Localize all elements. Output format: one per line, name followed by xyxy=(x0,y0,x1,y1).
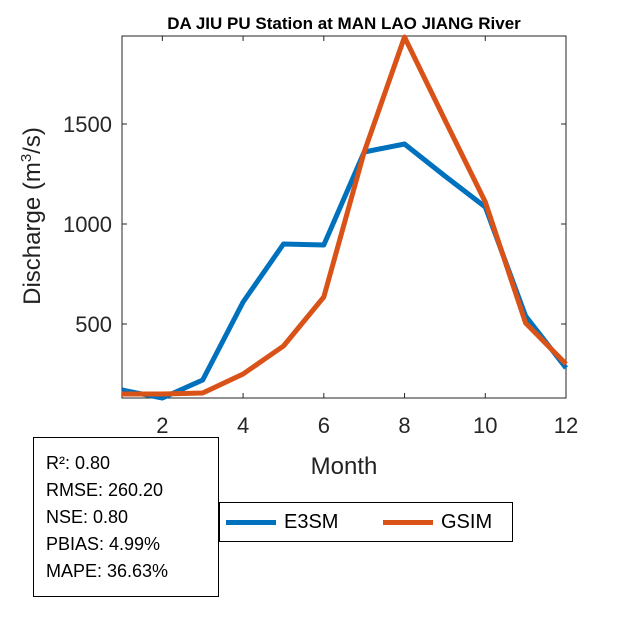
y-tick-label: 500 xyxy=(75,312,112,337)
legend-swatch-gsim xyxy=(383,519,433,525)
legend-swatch-e3sm xyxy=(226,519,276,525)
x-tick-label: 6 xyxy=(318,413,330,438)
stats-rmse: RMSE: 260.20 xyxy=(46,480,164,500)
y-axis-label-base: Discharge (m xyxy=(19,162,46,305)
legend: E3SM GSIM xyxy=(219,502,513,542)
legend-entry-e3sm: E3SM xyxy=(226,503,338,541)
y-axis-label: Discharge (m3/s) xyxy=(18,127,46,305)
legend-label-e3sm: E3SM xyxy=(284,510,339,533)
stats-mape: MAPE: 36.63% xyxy=(46,561,169,581)
x-tick-label: 10 xyxy=(473,413,497,438)
series-line-gsim xyxy=(122,34,568,397)
stats-r2: R²: 0.80 xyxy=(46,453,111,473)
x-tick-label: 2 xyxy=(156,413,168,438)
x-tick-label: 8 xyxy=(398,413,410,438)
y-axis-label-superscript: 3 xyxy=(18,154,35,162)
chart-title: DA JIU PU Station at MAN LAO JIANG River xyxy=(167,14,521,33)
x-tick-label: 12 xyxy=(554,413,578,438)
legend-entry-gsim: GSIM xyxy=(383,503,492,541)
stats-box: R²: 0.80 RMSE: 260.20 NSE: 0.80 PBIAS: 4… xyxy=(33,437,219,597)
y-axis-label-tail: /s) xyxy=(19,127,46,154)
stats-nse: NSE: 0.80 xyxy=(46,507,129,527)
stats-pbias: PBIAS: 4.99% xyxy=(46,534,161,554)
legend-label-gsim: GSIM xyxy=(441,510,493,533)
x-tick-label: 4 xyxy=(237,413,249,438)
y-tick-label: 1500 xyxy=(63,112,112,137)
x-axis-label: Month xyxy=(311,453,378,480)
y-tick-label: 1000 xyxy=(63,212,112,237)
